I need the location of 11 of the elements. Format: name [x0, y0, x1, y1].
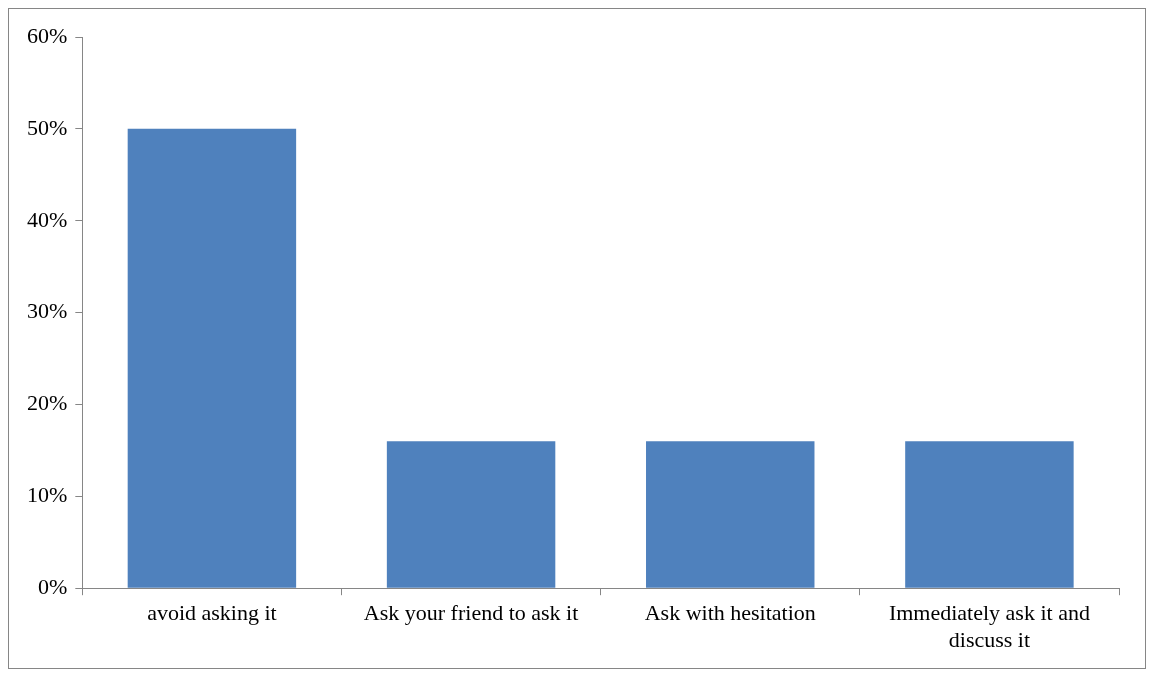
y-tick-label: 0% [38, 573, 68, 599]
y-tick-label: 50% [27, 114, 68, 140]
y-tick-label: 20% [27, 390, 68, 416]
x-tick-label: Immediately ask it and discuss it [888, 600, 1090, 652]
y-tick-label: 60% [27, 22, 68, 48]
x-tick-label: Ask with hesitation [644, 600, 816, 626]
y-tick-label: 30% [27, 298, 68, 324]
x-tick-label: Ask your friend to ask it [363, 600, 579, 626]
y-tick-label: 10% [27, 482, 68, 508]
y-tick-label: 40% [27, 206, 68, 232]
x-tick-label: avoid asking it [147, 600, 277, 626]
